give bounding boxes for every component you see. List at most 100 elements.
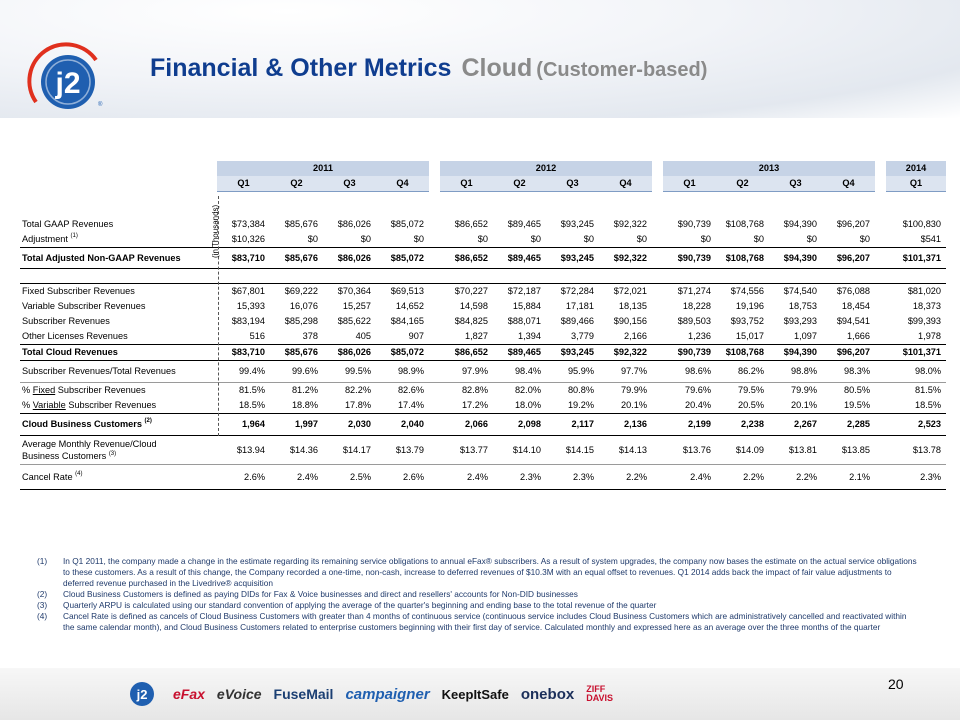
logo-text: j2 <box>54 67 80 100</box>
table-cell: 18.0% <box>493 398 546 414</box>
table-cell: 82.0% <box>493 382 546 398</box>
footnote-text: In Q1 2011, the company made a change in… <box>63 556 917 588</box>
table-row: Subscriber Revenues $83,194 $85,298 $85,62… <box>20 314 946 329</box>
column-gap <box>429 314 440 329</box>
column-gap <box>429 361 440 383</box>
table-cell: 19.5% <box>822 398 876 414</box>
page-number: 20 <box>888 676 904 692</box>
table-row: % Fixed Subscriber Revenues 81.5% 81.2% 82… <box>20 382 947 398</box>
table-cell: $93,245 <box>546 247 599 269</box>
column-gap <box>652 314 663 329</box>
table-cell: $108,768 <box>725 219 765 229</box>
table-cell: $85,676 <box>284 219 318 229</box>
table-cell: 2,040 <box>376 413 429 436</box>
footnote: (2) Cloud Business Customers is defined a… <box>37 589 917 600</box>
table-cell: $85,298 <box>284 316 318 326</box>
table-cell: 99.5% <box>344 366 371 376</box>
table-cell: 1,964 <box>217 413 270 436</box>
table-cell: 15,017 <box>716 329 770 345</box>
table-cell: $14.15 <box>546 435 599 465</box>
brand-onebox: onebox <box>520 685 575 703</box>
table-cell: $94,390 <box>769 247 823 269</box>
table-cell: 15,393 <box>236 301 265 311</box>
table-cell: $85,676 <box>270 247 323 269</box>
table-row: Other Licenses Revenues 516 378 405 907 1,82… <box>20 329 947 345</box>
table-cell: 82.8% <box>440 382 493 398</box>
side-rule <box>218 196 219 436</box>
footnote-number: (2) <box>37 589 48 599</box>
table-row: % Variable Subscriber Revenues 18.5% 18.8… <box>20 398 947 414</box>
column-gap <box>652 344 664 361</box>
table-cell: 97.9% <box>461 366 488 376</box>
table-cell: 20.5% <box>716 398 770 414</box>
quarter-header: Q3 <box>769 176 823 192</box>
table-row: Adjustment (1) $10,326 $0 $0 $0 $0 $0 $0 $0 $0 $0… <box>20 232 947 248</box>
table-cell: $83,710 <box>217 247 270 269</box>
row-label-text: Average Monthly Revenue/Cloud <box>22 439 157 449</box>
table-cell: $83,710 <box>217 344 270 361</box>
table-row: Subscriber Revenues/Total Revenues 99.4%… <box>20 361 946 383</box>
column-gap <box>652 435 664 465</box>
table-cell: $0 <box>270 232 323 248</box>
table-cell: $90,739 <box>677 219 712 229</box>
table-cell: 1,236 <box>663 329 717 345</box>
table-cell: $92,322 <box>599 247 653 269</box>
table-cell: 98.9% <box>397 366 424 376</box>
table-cell: $84,825 <box>454 316 488 326</box>
table-cell: $93,245 <box>560 219 594 229</box>
label-part: Fixed <box>32 385 56 395</box>
column-gap <box>429 283 440 299</box>
quarter-header: Q4 <box>599 176 653 192</box>
footnote-text: Cancel Rate is defined as cancels of Clo… <box>63 611 907 632</box>
table-cell: $90,739 <box>663 344 717 361</box>
table-cell: $0 <box>599 232 653 248</box>
table-cell: 2,098 <box>493 413 546 436</box>
table-cell: 18,135 <box>618 301 648 311</box>
label-part: % <box>22 385 33 395</box>
table-cell: 98.8% <box>790 366 818 376</box>
table-cell: $0 <box>440 232 493 248</box>
table-cell: 516 <box>217 329 270 345</box>
table-cell: 80.5% <box>822 382 876 398</box>
quarter-header: Q4 <box>376 176 429 192</box>
table-cell: 2.4% <box>270 464 323 490</box>
brand-campaigner: campaigner <box>345 685 430 703</box>
table-cell: 2,030 <box>323 413 376 436</box>
table-cell: $70,364 <box>323 283 376 299</box>
footnote-ref: (4) <box>75 470 83 477</box>
table-cell: $100,830 <box>902 219 942 229</box>
table-cell: 2,066 <box>440 413 493 436</box>
column-gap <box>652 464 664 490</box>
footnote-text: Quarterly ARPU is calculated using our s… <box>63 600 657 610</box>
table-cell: 2.5% <box>323 464 376 490</box>
year-header-row: 2011 2012 2013 2014 <box>20 161 947 176</box>
table-row: Total GAAP Revenues $73,384 $85,676 $86,02… <box>20 217 946 232</box>
table-cell: 2.4% <box>663 464 717 490</box>
table-cell: 14,652 <box>395 301 424 311</box>
row-label: Total Cloud Revenues <box>20 344 212 361</box>
table-cell: $0 <box>493 232 546 248</box>
table-cell: $85,622 <box>337 316 371 326</box>
table-cell: $13.85 <box>822 435 876 465</box>
column-gap <box>429 382 440 398</box>
table-cell: $13.81 <box>769 435 823 465</box>
footnotes: (1) In Q1 2011, the company made a change… <box>37 556 917 633</box>
row-label-text: Business Customers <box>22 451 107 461</box>
table-cell: $14.10 <box>493 435 546 465</box>
table-cell: $71,274 <box>663 283 717 299</box>
row-label-text: Adjustment <box>22 234 68 244</box>
row-label: % Fixed Subscriber Revenues <box>20 382 212 398</box>
table-cell: 20.1% <box>599 398 653 414</box>
table-cell: 907 <box>376 329 429 345</box>
table-cell: $14.09 <box>716 435 770 465</box>
table-cell: 2.2% <box>716 464 770 490</box>
table-cell: 2,117 <box>546 413 599 436</box>
table-cell: $93,245 <box>546 344 599 361</box>
table-cell: 2,199 <box>663 413 717 436</box>
table-cell: $86,026 <box>337 219 371 229</box>
year-2014: 2014 <box>886 161 947 176</box>
table-cell: $74,540 <box>769 283 823 299</box>
table-cell: 18,454 <box>841 301 871 311</box>
table-cell: $85,072 <box>390 219 424 229</box>
title-main: Financial & Other Metrics <box>150 54 452 82</box>
